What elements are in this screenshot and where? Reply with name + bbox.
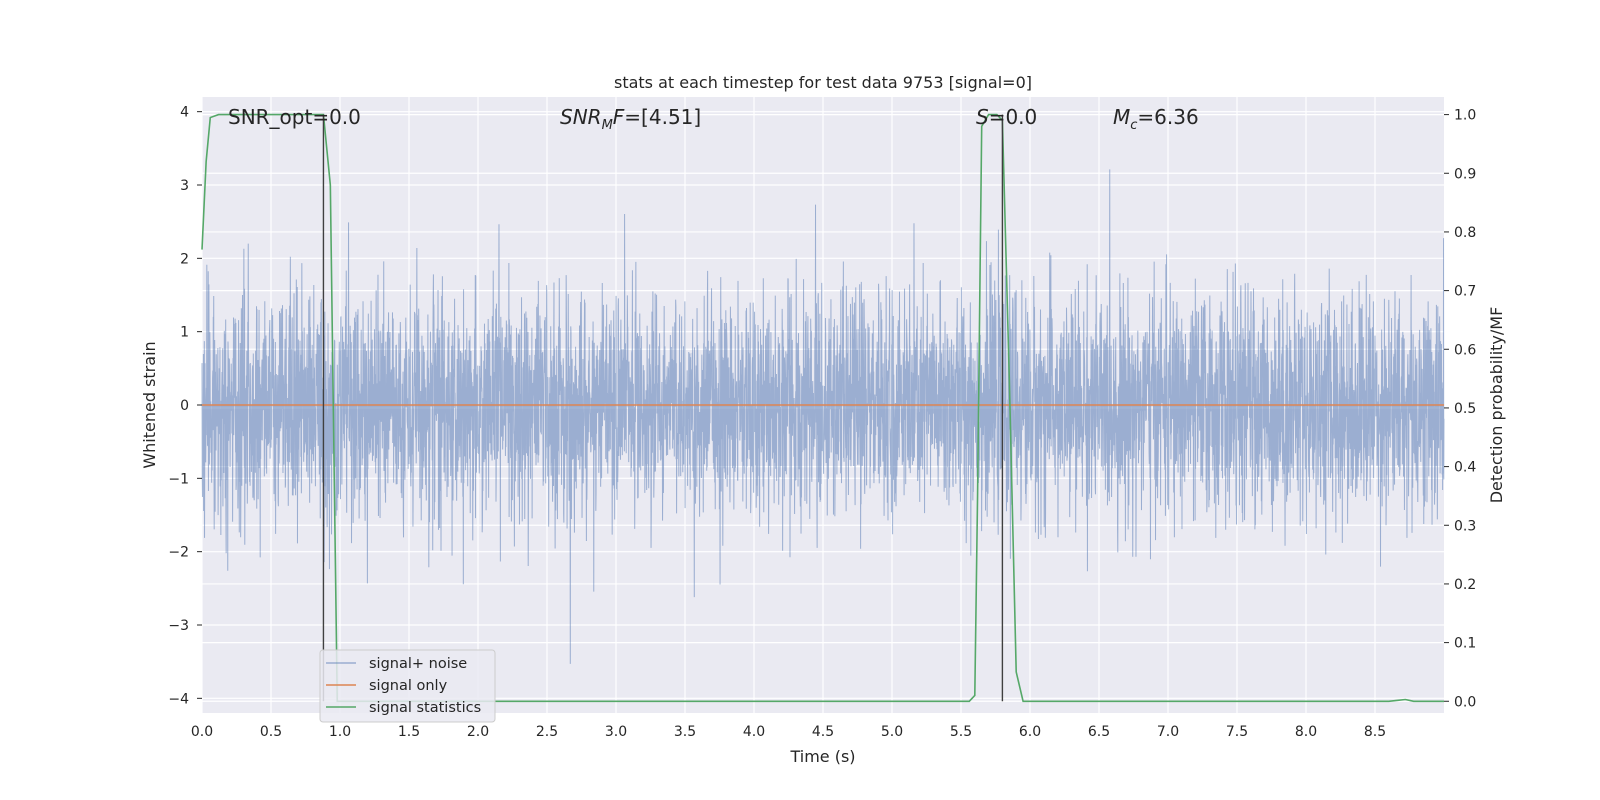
y2-tick-label: 0.7 [1454, 284, 1476, 300]
y2-tick-label: 0.0 [1454, 694, 1476, 710]
annotation-snr-mf-letter: F [613, 105, 625, 129]
annotation-mc-value: =6.36 [1137, 105, 1198, 129]
annotation-snr-opt: SNR_opt=0.0 [228, 105, 361, 129]
x-tick-label: 2.0 [467, 724, 489, 740]
y2-tick-label: 0.1 [1454, 636, 1476, 652]
annotation-snr-mf-rest: =[4.51] [624, 105, 701, 129]
x-tick-label: 7.5 [1226, 724, 1248, 740]
annotation-s-value: =0.0 [989, 105, 1038, 129]
y2-axis-label: Detection probability/MF [1487, 307, 1506, 504]
x-tick-label: 4.5 [812, 724, 834, 740]
y-tick-label: 0 [180, 398, 189, 414]
y2-tick-label: 0.2 [1454, 577, 1476, 593]
vertical-markers [322, 114, 1004, 702]
y2-tick-label: 0.4 [1454, 460, 1476, 476]
x-tick-label: 3.5 [674, 724, 696, 740]
x-tick-label: 1.5 [398, 724, 420, 740]
x-tick-label: 3.0 [605, 724, 627, 740]
x-tick-label: 0.0 [191, 724, 213, 740]
noise-trace [201, 169, 1445, 664]
legend-label-signal: signal only [369, 678, 448, 694]
annotation-s: S=0.0 [976, 105, 1037, 129]
x-tick-label: 4.0 [743, 724, 765, 740]
x-tick-label: 6.0 [1019, 724, 1041, 740]
x-tick-label: 8.0 [1295, 724, 1317, 740]
annotation-snr-mf: SNRMF=[4.51] [560, 105, 701, 133]
y-tick-label: −2 [168, 545, 189, 561]
y-tick-label: 4 [180, 105, 189, 121]
x-tick-label: 6.5 [1088, 724, 1110, 740]
annotation-snr-mf-name: SNR [560, 105, 602, 129]
x-tick-label: 5.0 [881, 724, 903, 740]
y-tick-label: 3 [180, 178, 189, 194]
series-signal-noise [201, 169, 1445, 664]
annotation-mc-name: M [1113, 105, 1130, 129]
y2-axis-ticks: 1.0 0.9 0.8 0.7 0.6 0.5 0.4 0.3 0.2 0.1 0.0 [1444, 108, 1476, 710]
y2-tick-label: 0.6 [1454, 342, 1476, 358]
x-axis-ticks: 0.0 0.5 1.0 1.5 2.0 2.5 3.0 3.5 4.0 4.5 5.0 5.5 6.0 6… [191, 724, 1386, 740]
annotation-mc: Mc=6.36 [1113, 105, 1199, 133]
legend-label-noise: signal+ noise [369, 656, 467, 672]
y-tick-label: 1 [180, 325, 189, 341]
x-tick-label: 8.5 [1364, 724, 1386, 740]
x-tick-label: 7.0 [1157, 724, 1179, 740]
x-tick-label: 5.5 [950, 724, 972, 740]
x-tick-label: 1.0 [329, 724, 351, 740]
annotation-snr-mf-sub: M [602, 118, 613, 133]
chart-title: stats at each timestep for test data 975… [614, 73, 1032, 92]
y-tick-label: −1 [168, 471, 189, 487]
y-axis-label: Whitened strain [140, 341, 159, 468]
y-tick-label: −3 [168, 618, 189, 634]
stats-trace [201, 113, 1444, 703]
annotation-s-name: S [976, 105, 989, 129]
y2-tick-label: 0.8 [1454, 225, 1476, 241]
y2-tick-label: 0.9 [1454, 166, 1476, 182]
y2-tick-label: 0.5 [1454, 401, 1476, 417]
x-axis-label: Time (s) [789, 747, 855, 766]
y-tick-label: 2 [180, 251, 189, 267]
y2-tick-label: 0.3 [1454, 518, 1476, 534]
y-tick-label: −4 [168, 691, 189, 707]
y-axis-ticks: 4 3 2 1 0 −1 −2 −3 −4 [168, 105, 202, 707]
legend: signal+ noise signal only signal statist… [319, 649, 496, 723]
legend-box [319, 649, 496, 723]
y2-tick-label: 1.0 [1454, 108, 1476, 124]
annotation-mc-sub: c [1130, 118, 1137, 133]
legend-label-stats: signal statistics [369, 700, 481, 716]
x-tick-label: 2.5 [536, 724, 558, 740]
series-signal-statistics [201, 113, 1444, 703]
x-tick-label: 0.5 [260, 724, 282, 740]
